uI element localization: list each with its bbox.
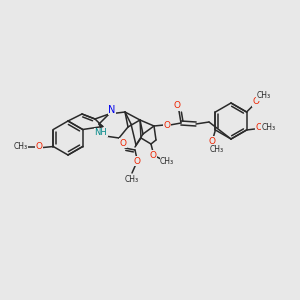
- Text: O: O: [36, 142, 43, 151]
- Text: CH₃: CH₃: [256, 92, 271, 100]
- Text: O: O: [134, 157, 140, 166]
- Text: O: O: [255, 124, 262, 133]
- Text: O: O: [173, 101, 181, 110]
- Text: N: N: [108, 105, 116, 115]
- Text: CH₃: CH₃: [125, 175, 139, 184]
- Text: O: O: [119, 139, 127, 148]
- Text: CH₃: CH₃: [13, 142, 27, 151]
- Text: CH₃: CH₃: [160, 158, 174, 166]
- Text: O: O: [252, 98, 259, 106]
- Text: O: O: [164, 121, 170, 130]
- Text: O: O: [149, 151, 157, 160]
- Text: CH₃: CH₃: [209, 146, 224, 154]
- Text: NH: NH: [94, 128, 107, 137]
- Text: O: O: [209, 136, 216, 146]
- Text: CH₃: CH₃: [262, 122, 276, 131]
